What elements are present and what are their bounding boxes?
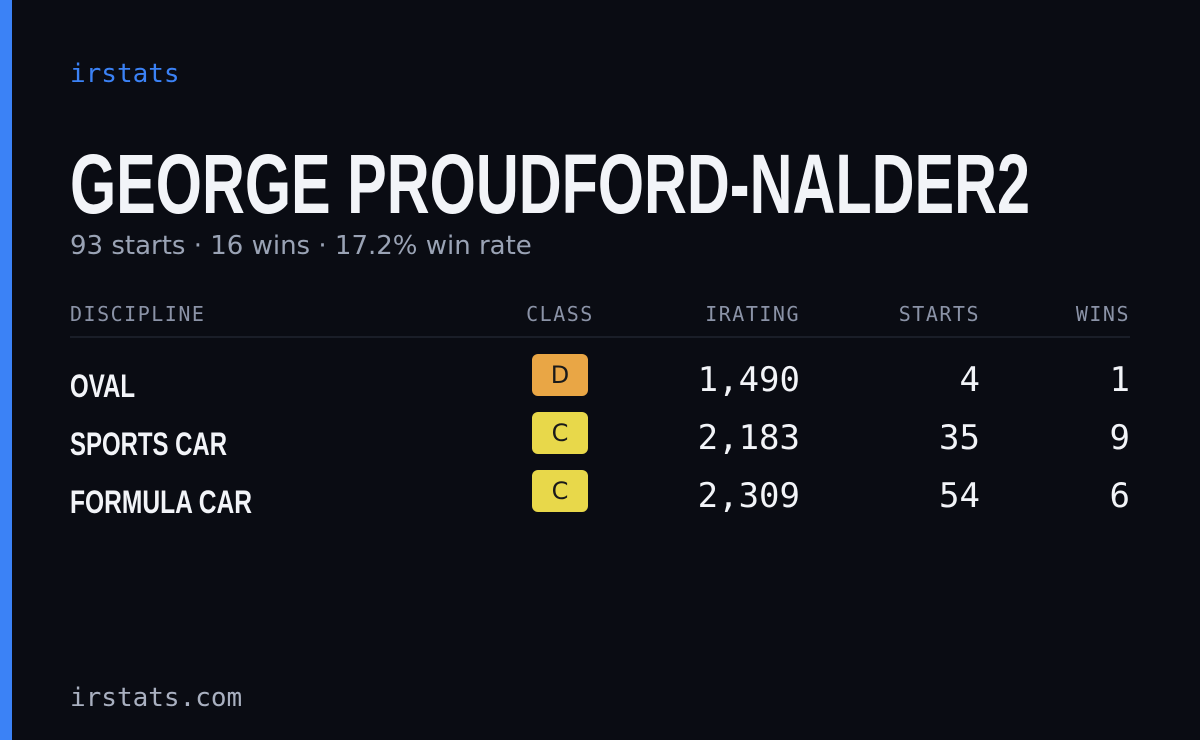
footer: irstats.com (70, 683, 242, 713)
starts: 4 (960, 360, 980, 400)
discipline: FORMULA CAR (70, 484, 252, 520)
starts: 54 (939, 476, 980, 516)
column-header: CLASS (526, 302, 594, 326)
class-badge (532, 470, 588, 512)
starts: 35 (939, 418, 980, 458)
column-header: STARTS (899, 302, 980, 326)
discipline: OVAL (70, 368, 135, 404)
wins: 1 (1110, 360, 1130, 400)
class-letter: C (552, 419, 569, 447)
class-badge (532, 354, 588, 396)
stats-table: DISCIPLINE CLASS IRATING STARTS WINS OVAL D 1,4… (70, 302, 1130, 520)
class-letter: C (552, 477, 569, 505)
class-letter: D (551, 361, 569, 389)
brand: irstats (70, 59, 180, 89)
irating: 2,183 (698, 418, 800, 458)
column-header: DISCIPLINE (70, 302, 205, 326)
summary: 93 starts · 16 wins · 17.2% win rate (70, 231, 532, 261)
driver-name: GEORGE PROUDFORD-NALDER2 (70, 137, 1030, 231)
irating: 1,490 (698, 360, 800, 400)
irating: 2,309 (698, 476, 800, 516)
column-header: WINS (1076, 302, 1130, 326)
column-header: IRATING (705, 302, 800, 326)
accent-bar (0, 0, 12, 740)
wins: 9 (1110, 418, 1130, 458)
wins: 6 (1110, 476, 1130, 516)
discipline: SPORTS CAR (70, 426, 227, 462)
class-badge (532, 412, 588, 454)
